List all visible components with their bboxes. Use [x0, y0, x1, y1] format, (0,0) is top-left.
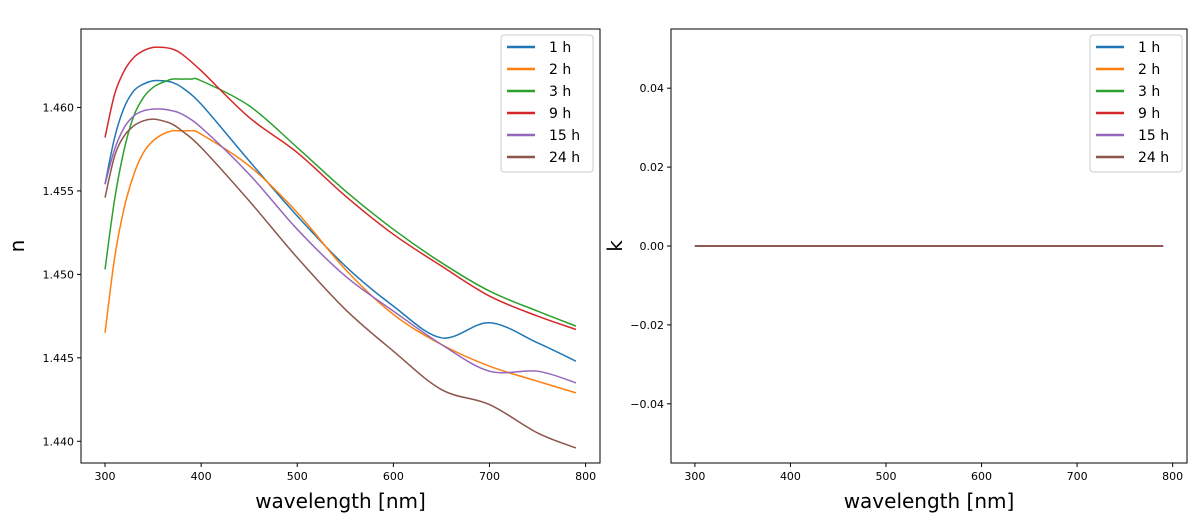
- legend-entry: 2 h: [1138, 62, 1160, 78]
- x-tick-label: 700: [479, 470, 500, 483]
- x-tick-label: 500: [287, 470, 308, 483]
- y-tick-label: 1.455: [43, 185, 75, 198]
- legend-entry: 24 h: [1138, 150, 1169, 166]
- legend-entry: 15 h: [549, 128, 580, 144]
- legend: 1 h 2 h 3 h 9 h 15 h 24 h: [500, 34, 594, 173]
- x-tick-label: 400: [780, 470, 801, 483]
- series-line-15h: [104, 108, 577, 384]
- legend-entry: 1 h: [1138, 40, 1160, 56]
- y-tick-label: 1.450: [43, 268, 75, 281]
- x-tick-label: 300: [684, 470, 705, 483]
- plot-lines: [104, 46, 577, 449]
- y-tick-label: 0.02: [640, 161, 665, 174]
- legend: 1 h 2 h 3 h 9 h 15 h 24 h: [1089, 34, 1183, 173]
- x-axis-label: wavelength [nm]: [844, 489, 1015, 513]
- y-axis-label: k: [603, 240, 627, 252]
- y-tick-label: 1.440: [43, 435, 75, 448]
- legend-entry: 2 h: [549, 62, 571, 78]
- x-tick-label: 800: [575, 470, 596, 483]
- x-tick-label: 400: [191, 470, 212, 483]
- chart-panel-2: 300 400 500 600 700 800 −0.04 −0.02 0.00 0.02 0.04…: [603, 28, 1188, 513]
- y-tick-label: 1.460: [43, 101, 75, 114]
- series-line-9h: [104, 46, 577, 331]
- axes-frame: [80, 28, 601, 464]
- chart-panel-1: 300 400 500 600 700 800 1.440 1.445 1.450 1.455 1.…: [5, 28, 601, 513]
- y-axis-label: n: [5, 240, 29, 253]
- x-tick-label: 700: [1067, 470, 1088, 483]
- y-tick-label: 0.00: [640, 240, 665, 253]
- legend-entry: 1 h: [549, 40, 571, 56]
- legend-entry: 3 h: [1138, 84, 1160, 100]
- legend-entry: 15 h: [1138, 128, 1169, 144]
- series-line-24h: [104, 118, 577, 449]
- y-tick-label: 0.04: [640, 82, 665, 95]
- x-tick-label: 300: [95, 470, 116, 483]
- x-axis-label: wavelength [nm]: [255, 489, 426, 513]
- x-tick-label: 800: [1162, 470, 1183, 483]
- y-tick-label: −0.04: [630, 398, 664, 411]
- legend-entry: 9 h: [1138, 106, 1160, 122]
- y-tick-label: −0.02: [630, 319, 664, 332]
- series-line-1h: [104, 79, 577, 362]
- y-tick-label: 1.445: [43, 352, 75, 365]
- legend-entry: 3 h: [549, 84, 571, 100]
- legend-entry: 24 h: [549, 150, 580, 166]
- legend-entry: 9 h: [549, 106, 571, 122]
- x-tick-label: 500: [876, 470, 897, 483]
- x-tick-label: 600: [971, 470, 992, 483]
- x-tick-label: 600: [383, 470, 404, 483]
